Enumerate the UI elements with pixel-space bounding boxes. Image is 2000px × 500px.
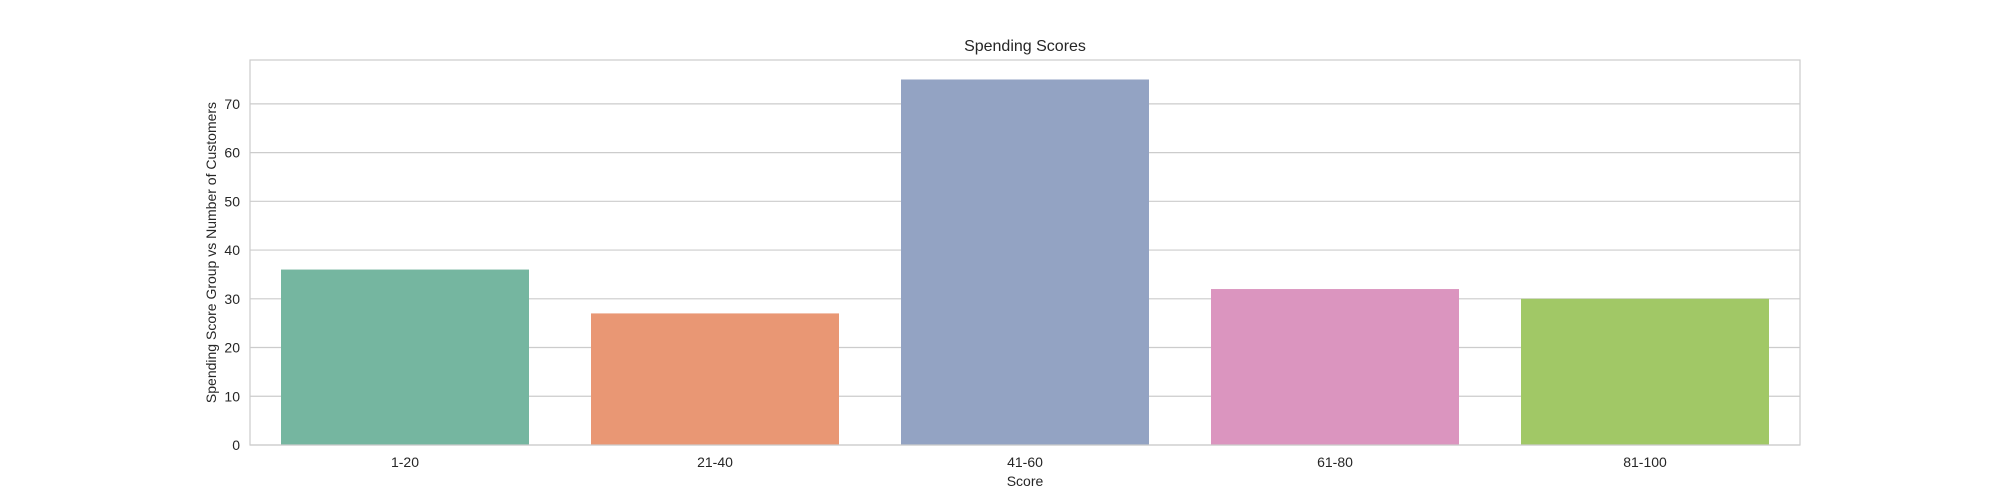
y-tick-label: 0 <box>232 437 240 453</box>
y-tick-label: 50 <box>224 193 240 209</box>
x-tick-labels: 1-20 21-40 41-60 61-80 81-100 <box>391 454 1667 470</box>
chart-title: Spending Scores <box>964 38 1086 55</box>
y-tick-label: 70 <box>224 96 240 112</box>
x-tick-label: 41-60 <box>1007 454 1043 470</box>
bar-41-60 <box>901 79 1149 446</box>
bar-21-40 <box>591 313 839 445</box>
bar-1-20 <box>281 269 529 445</box>
y-tick-label: 60 <box>224 145 240 161</box>
bars <box>281 79 1769 446</box>
x-tick-label: 81-100 <box>1623 454 1667 470</box>
y-tick-label: 20 <box>224 340 240 356</box>
y-tick-labels: 0 10 20 30 40 50 60 70 <box>224 96 240 453</box>
bar-61-80 <box>1211 289 1459 445</box>
x-tick-label: 61-80 <box>1317 454 1353 470</box>
y-tick-label: 30 <box>224 291 240 307</box>
x-tick-label: 21-40 <box>697 454 733 470</box>
x-tick-label: 1-20 <box>391 454 419 470</box>
y-tick-label: 40 <box>224 242 240 258</box>
y-axis-label: Spending Score Group vs Number of Custom… <box>203 102 219 403</box>
y-tick-label: 10 <box>224 388 240 404</box>
x-axis-label: Score <box>1007 473 1044 489</box>
bar-81-100 <box>1521 298 1769 445</box>
plot-frame <box>249 59 1801 446</box>
